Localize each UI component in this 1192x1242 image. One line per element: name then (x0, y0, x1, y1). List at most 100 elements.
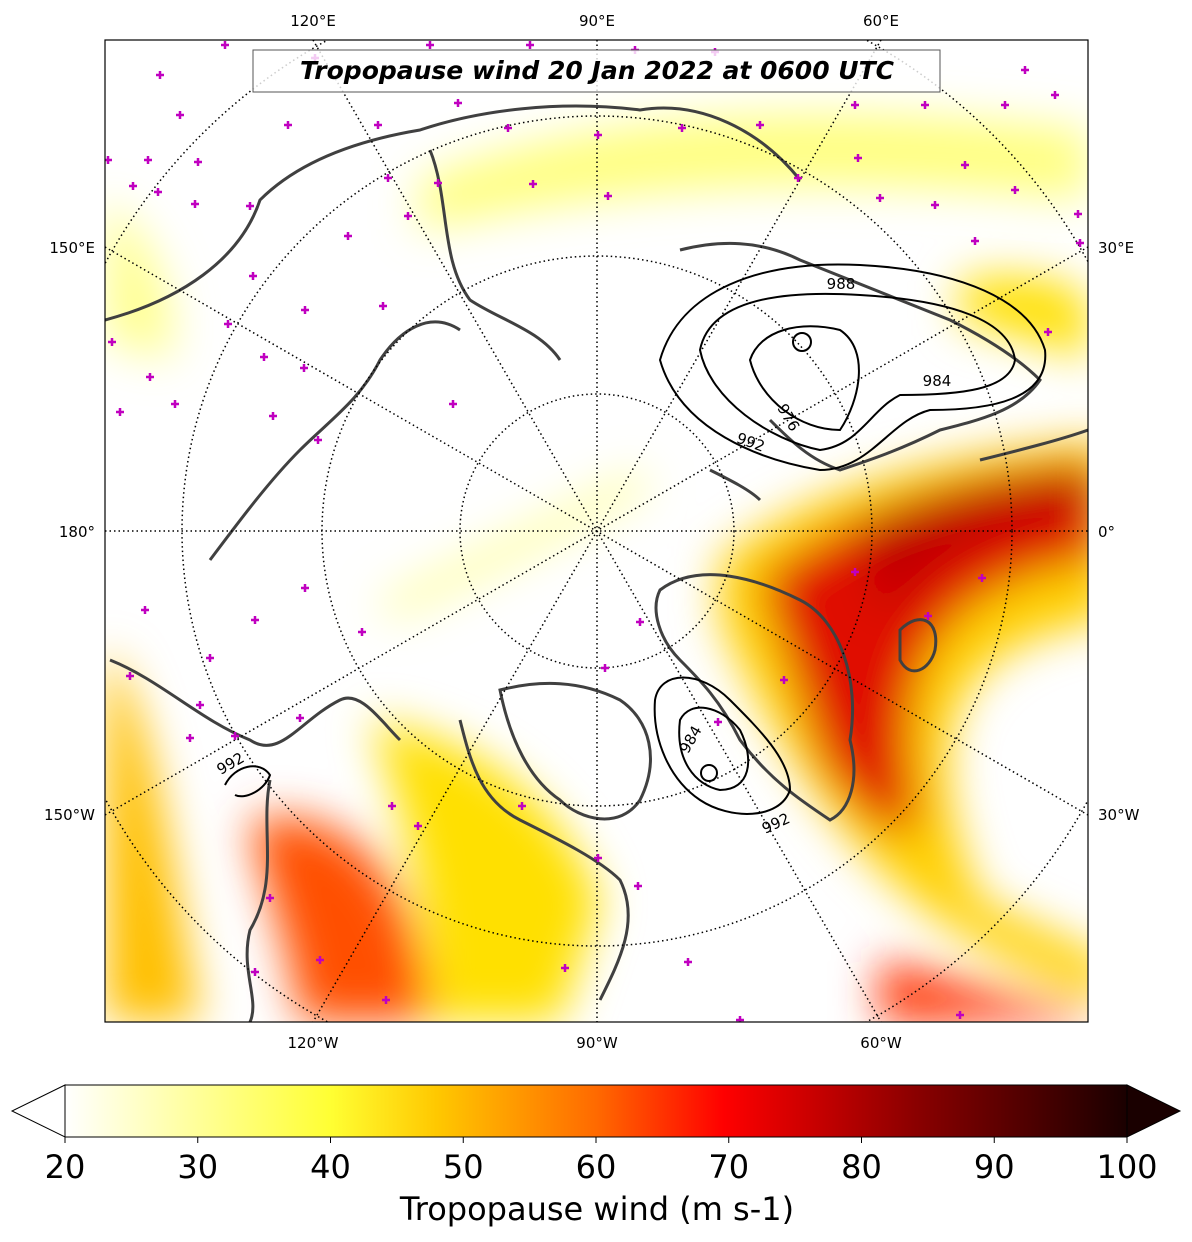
station-marker (414, 822, 422, 830)
station-marker (221, 41, 229, 49)
station-marker (144, 156, 152, 164)
map-frame (104, 39, 1089, 1023)
graticule (105, 40, 1088, 1022)
station-marker (171, 400, 179, 408)
station-marker (1076, 239, 1084, 247)
station-marker (384, 174, 392, 182)
station-marker (1051, 91, 1059, 99)
station-marker (931, 201, 939, 209)
station-marker (780, 676, 788, 684)
lon-label: 150°W (44, 806, 95, 824)
station-marker (260, 353, 268, 361)
colorbar-label: Tropopause wind (m s-1) (399, 1190, 794, 1228)
station-marker (961, 161, 969, 169)
station-marker (196, 701, 204, 709)
lon-label: 90°E (579, 12, 615, 30)
station-marker (851, 101, 859, 109)
station-marker (301, 306, 309, 314)
station-marker (126, 672, 134, 680)
station-marker (1001, 101, 1009, 109)
colorbar-tick-label: 80 (841, 1148, 882, 1186)
station-marker (794, 174, 802, 182)
station-marker (224, 320, 232, 328)
station-marker (379, 302, 387, 310)
station-marker (344, 232, 352, 240)
station-marker (561, 964, 569, 972)
lon-label: 120°W (288, 1034, 339, 1052)
map-area (105, 40, 1088, 1022)
station-marker (854, 154, 862, 162)
station-marker (129, 182, 137, 190)
station-marker (714, 718, 722, 726)
station-marker (921, 101, 929, 109)
lon-label: 60°W (860, 1034, 902, 1052)
station-marker (454, 99, 462, 107)
station-marker (756, 121, 764, 129)
station-marker (1074, 210, 1082, 218)
station-marker (176, 111, 184, 119)
station-marker (449, 400, 457, 408)
station-marker (382, 996, 390, 1004)
colorbar-tick-label: 50 (443, 1148, 484, 1186)
station-marker (526, 41, 534, 49)
station-marker (851, 568, 859, 576)
lon-label: 120°E (290, 12, 336, 30)
colorbar-tick-label: 100 (1096, 1148, 1157, 1186)
station-marker (388, 802, 396, 810)
colorbar-tick-label: 60 (576, 1148, 617, 1186)
map-title: Tropopause wind 20 Jan 2022 at 0600 UTC (300, 56, 895, 85)
station-marker (206, 654, 214, 662)
station-marker (316, 956, 324, 964)
station-marker (1011, 186, 1019, 194)
station-marker (636, 618, 644, 626)
station-marker (956, 1011, 964, 1019)
lon-label: 30°E (1098, 239, 1134, 257)
station-marker (249, 272, 257, 280)
lon-label: 30°W (1098, 806, 1140, 824)
lon-label: 150°E (49, 239, 95, 257)
station-marker (251, 616, 259, 624)
station-marker (684, 958, 692, 966)
station-marker (594, 854, 602, 862)
station-marker (426, 41, 434, 49)
contour-label: 988 (827, 275, 856, 293)
station-marker (314, 436, 322, 444)
station-marker (186, 734, 194, 742)
station-marker (231, 732, 239, 740)
station-marker (1044, 328, 1052, 336)
colorbar-body (64, 1084, 1128, 1138)
lon-label: 0° (1098, 523, 1115, 541)
station-marker (736, 1016, 744, 1022)
colorbar-tick-label: 70 (708, 1148, 749, 1186)
lon-label: 60°E (863, 12, 899, 30)
station-marker (266, 894, 274, 902)
colorbar: 20 30 40 50 60 70 80 90 100 Tropopause wind (m s… (10, 1084, 1182, 1228)
station-marker (434, 179, 442, 187)
station-marker (156, 71, 164, 79)
station-marker (634, 882, 642, 890)
station-marker (251, 968, 259, 976)
station-marker (300, 364, 308, 372)
station-marker (529, 180, 537, 188)
pressure-contours (224, 263, 1047, 815)
station-marker (146, 373, 154, 381)
station-marker (504, 124, 512, 132)
station-marker (604, 192, 612, 200)
station-marker (924, 612, 932, 620)
colorbar-tick-label: 30 (177, 1148, 218, 1186)
station-marker (269, 412, 277, 420)
colorbar-tick-label: 20 (45, 1148, 86, 1186)
station-marker (246, 202, 254, 210)
station-marker (971, 237, 979, 245)
title-box (252, 49, 941, 93)
station-marker (284, 121, 292, 129)
colorbar-tick-label: 40 (310, 1148, 351, 1186)
station-marker (141, 606, 149, 614)
station-marker (374, 121, 382, 129)
wind-field (105, 114, 1088, 1022)
station-marker (108, 338, 116, 346)
station-marker (978, 574, 986, 582)
station-marker (301, 584, 309, 592)
lon-label: 180° (59, 523, 95, 541)
